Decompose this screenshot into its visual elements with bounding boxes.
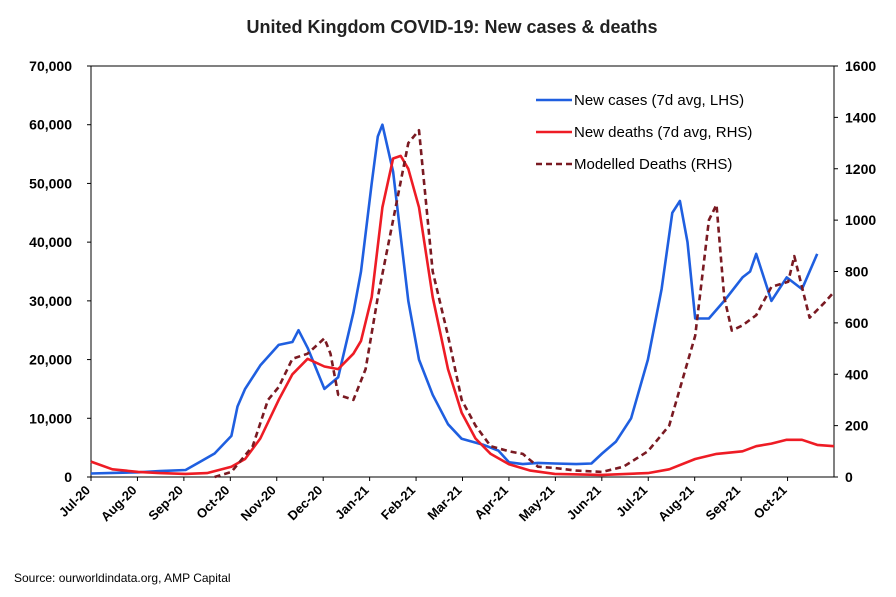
legend-label-0: New cases (7d avg, LHS): [574, 92, 744, 109]
right-tick-label: 600: [845, 315, 869, 331]
right-tick-label: 1600: [845, 58, 876, 74]
right-tick-label: 400: [845, 366, 869, 382]
x-axis-ticks: Jul-20 Aug-20 Sep-20 Oct-20 Nov-20 Dec-20 Jan-…: [56, 477, 790, 524]
x-tick-label: Oct-20: [193, 483, 232, 522]
right-tick-label: 200: [845, 418, 869, 434]
x-tick-label: Aug-21: [655, 483, 697, 525]
legend-label-1: New deaths (7d avg, RHS): [574, 124, 752, 141]
left-tick-label: 50,000: [29, 175, 72, 191]
series-line-1: [90, 154, 835, 477]
left-tick-label: 70,000: [29, 58, 72, 74]
x-tick-label: Jun-21: [564, 483, 604, 523]
right-axis-ticks: 0 200 400 600 800 1000 1200 1400 1600: [834, 58, 876, 485]
x-tick-label: Apr-21: [471, 483, 511, 523]
left-tick-label: 40,000: [29, 234, 72, 250]
x-tick-label: Feb-21: [378, 483, 418, 523]
right-tick-label: 1000: [845, 212, 876, 228]
right-tick-label: 1400: [845, 109, 876, 125]
x-tick-label: Oct-21: [750, 483, 789, 522]
x-tick-label: Jul-20: [56, 483, 93, 520]
x-tick-label: Sep-21: [702, 483, 743, 524]
series-lines: [90, 123, 835, 479]
left-tick-label: 10,000: [29, 410, 72, 426]
source-note: Source: ourworldindata.org, AMP Capital: [14, 571, 231, 585]
x-tick-label: Dec-20: [285, 483, 326, 524]
left-axis-ticks: 0 10,000 20,000 30,000 40,000 50,000 60,000 70,…: [29, 58, 91, 485]
legend: New cases (7d avg, LHS) New deaths (7d av…: [536, 92, 752, 173]
right-tick-label: 800: [845, 264, 869, 280]
left-tick-label: 20,000: [29, 352, 72, 368]
left-tick-label: 30,000: [29, 293, 72, 309]
x-tick-label: Jan-21: [332, 483, 372, 523]
x-tick-label: Mar-21: [424, 483, 464, 523]
x-tick-label: Nov-20: [238, 483, 279, 524]
chart-title: United Kingdom COVID-19: New cases & dea…: [246, 17, 657, 37]
x-tick-label: Aug-20: [98, 483, 140, 525]
series-line-0: [90, 123, 819, 475]
left-tick-label: 60,000: [29, 117, 72, 133]
series-line-2: [214, 128, 835, 479]
right-tick-label: 1200: [845, 161, 876, 177]
legend-label-2: Modelled Deaths (RHS): [574, 156, 732, 173]
left-tick-label: 0: [64, 469, 72, 485]
right-tick-label: 0: [845, 469, 853, 485]
x-tick-label: May-21: [516, 483, 558, 525]
x-tick-label: Jul-21: [613, 483, 650, 520]
x-tick-label: Sep-20: [145, 483, 186, 524]
